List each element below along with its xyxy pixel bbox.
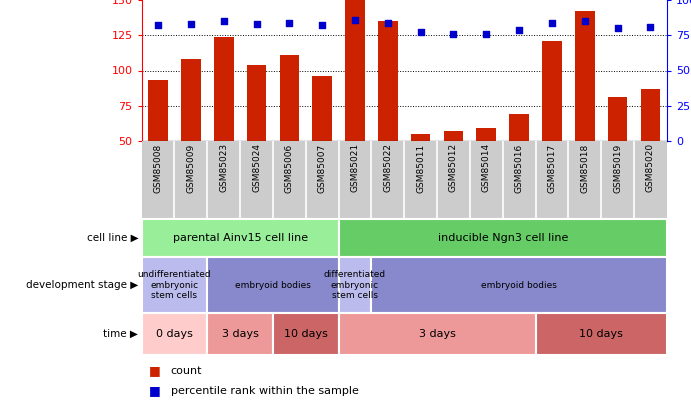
Text: GSM85006: GSM85006 xyxy=(285,143,294,193)
Text: GSM85016: GSM85016 xyxy=(515,143,524,193)
Text: GSM85007: GSM85007 xyxy=(318,143,327,193)
Text: development stage ▶: development stage ▶ xyxy=(26,280,138,290)
Text: 3 days: 3 days xyxy=(222,329,258,339)
Text: GSM85008: GSM85008 xyxy=(153,143,162,193)
Bar xyxy=(339,219,667,257)
Point xyxy=(513,26,524,33)
Bar xyxy=(142,313,207,355)
Text: undifferentiated
embryonic
stem cells: undifferentiated embryonic stem cells xyxy=(138,270,211,300)
Bar xyxy=(444,131,463,141)
Text: GSM85019: GSM85019 xyxy=(613,143,622,193)
Point xyxy=(350,17,361,23)
Text: GSM85024: GSM85024 xyxy=(252,143,261,192)
Bar xyxy=(207,257,339,313)
Point xyxy=(481,31,492,37)
Text: 10 days: 10 days xyxy=(579,329,623,339)
Point xyxy=(185,21,196,27)
Text: GSM85018: GSM85018 xyxy=(580,143,589,193)
Bar xyxy=(345,0,365,141)
Text: inducible Ngn3 cell line: inducible Ngn3 cell line xyxy=(437,233,568,243)
Bar xyxy=(372,257,667,313)
Point xyxy=(316,22,328,29)
Text: GSM85009: GSM85009 xyxy=(187,143,196,193)
Bar xyxy=(142,257,207,313)
Point xyxy=(547,19,558,26)
Bar xyxy=(247,65,266,141)
Text: GSM85012: GSM85012 xyxy=(449,143,458,192)
Bar xyxy=(575,11,594,141)
Bar xyxy=(339,257,372,313)
Text: GSM85014: GSM85014 xyxy=(482,143,491,192)
Text: time ▶: time ▶ xyxy=(104,329,138,339)
Text: count: count xyxy=(171,366,202,376)
Bar xyxy=(476,128,496,141)
Bar xyxy=(148,80,168,141)
Bar xyxy=(641,89,660,141)
Bar xyxy=(542,41,562,141)
Text: cell line ▶: cell line ▶ xyxy=(86,233,138,243)
Bar xyxy=(410,134,430,141)
Text: percentile rank within the sample: percentile rank within the sample xyxy=(171,386,359,396)
Bar xyxy=(607,97,627,141)
Text: 3 days: 3 days xyxy=(419,329,455,339)
Text: ■: ■ xyxy=(149,364,160,377)
Text: GSM85023: GSM85023 xyxy=(219,143,228,192)
Text: GSM85017: GSM85017 xyxy=(547,143,556,193)
Text: GSM85011: GSM85011 xyxy=(416,143,425,193)
Point xyxy=(218,18,229,24)
Point xyxy=(153,22,164,29)
Text: GSM85021: GSM85021 xyxy=(350,143,359,192)
Point xyxy=(415,29,426,36)
Bar xyxy=(142,219,339,257)
Point xyxy=(645,23,656,30)
Text: GSM85020: GSM85020 xyxy=(646,143,655,192)
Text: ■: ■ xyxy=(149,384,160,397)
Point xyxy=(579,18,590,24)
Point xyxy=(251,21,262,27)
Bar xyxy=(378,21,397,141)
Text: 10 days: 10 days xyxy=(284,329,328,339)
Text: embryoid bodies: embryoid bodies xyxy=(481,281,557,290)
Text: embryoid bodies: embryoid bodies xyxy=(235,281,311,290)
Bar xyxy=(279,55,299,141)
Point xyxy=(284,19,295,26)
Point xyxy=(612,25,623,32)
Bar xyxy=(214,37,234,141)
Bar xyxy=(536,313,667,355)
Text: GSM85022: GSM85022 xyxy=(384,143,392,192)
Point xyxy=(448,31,459,37)
Bar xyxy=(181,59,200,141)
Bar xyxy=(207,313,273,355)
Bar xyxy=(339,313,536,355)
Bar xyxy=(312,76,332,141)
Bar xyxy=(509,114,529,141)
Bar xyxy=(273,313,339,355)
Text: parental Ainv15 cell line: parental Ainv15 cell line xyxy=(173,233,307,243)
Text: 0 days: 0 days xyxy=(156,329,193,339)
Point xyxy=(382,19,393,26)
Text: differentiated
embryonic
stem cells: differentiated embryonic stem cells xyxy=(324,270,386,300)
